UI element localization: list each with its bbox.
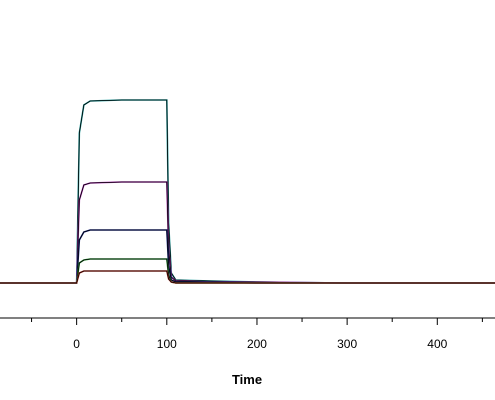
- x-tick-label: 300: [337, 337, 357, 351]
- x-tick-label: 400: [427, 337, 447, 351]
- x-tick-label: 200: [247, 337, 267, 351]
- sensorgram-line: [0, 181, 495, 284]
- fit-line: [0, 181, 495, 284]
- x-tick-label: 100: [157, 337, 177, 351]
- sensorgram-line: [0, 258, 495, 284]
- x-axis-label: Time: [232, 372, 262, 387]
- fit-line: [0, 270, 495, 284]
- fit-line: [0, 99, 495, 284]
- fit-line: [0, 229, 495, 284]
- x-tick-label: 0: [73, 337, 80, 351]
- sensorgram-line: [0, 229, 495, 284]
- fit-line: [0, 258, 495, 284]
- sensorgram-line: [0, 99, 495, 284]
